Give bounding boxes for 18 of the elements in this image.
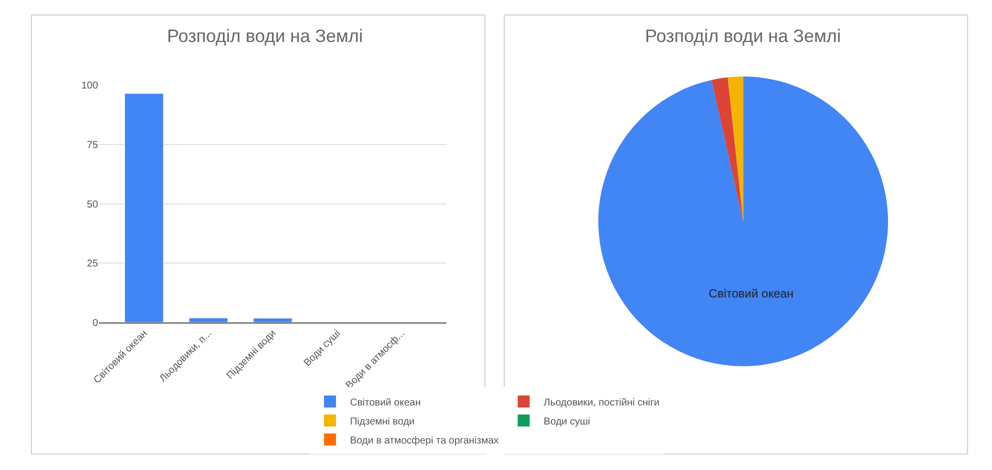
y-tick-label: 100 — [81, 80, 98, 92]
pie-slice — [712, 77, 744, 222]
legend-label: Льодовики, постійні сніги — [544, 397, 660, 408]
chart-title: Розподіл води на Землі — [167, 26, 363, 46]
y-tick-label: 25 — [86, 258, 98, 270]
legend-label: Води в атмосфері та організмах — [350, 435, 499, 446]
slice-label: Світовий океан — [708, 286, 794, 300]
bar — [124, 93, 164, 322]
pie-slice — [598, 76, 888, 366]
bar — [188, 318, 228, 322]
y-tick-label: 75 — [86, 140, 98, 151]
y-tick-label: 50 — [86, 199, 98, 210]
bar — [253, 318, 292, 322]
chart-title: Розподіл води на Землі — [645, 26, 841, 46]
legend-label: Світовий океан — [350, 397, 421, 408]
y-tick-label: 0 — [92, 318, 98, 329]
legend-label: Підземні води — [350, 416, 415, 428]
legend-label: Води суші — [544, 416, 590, 428]
